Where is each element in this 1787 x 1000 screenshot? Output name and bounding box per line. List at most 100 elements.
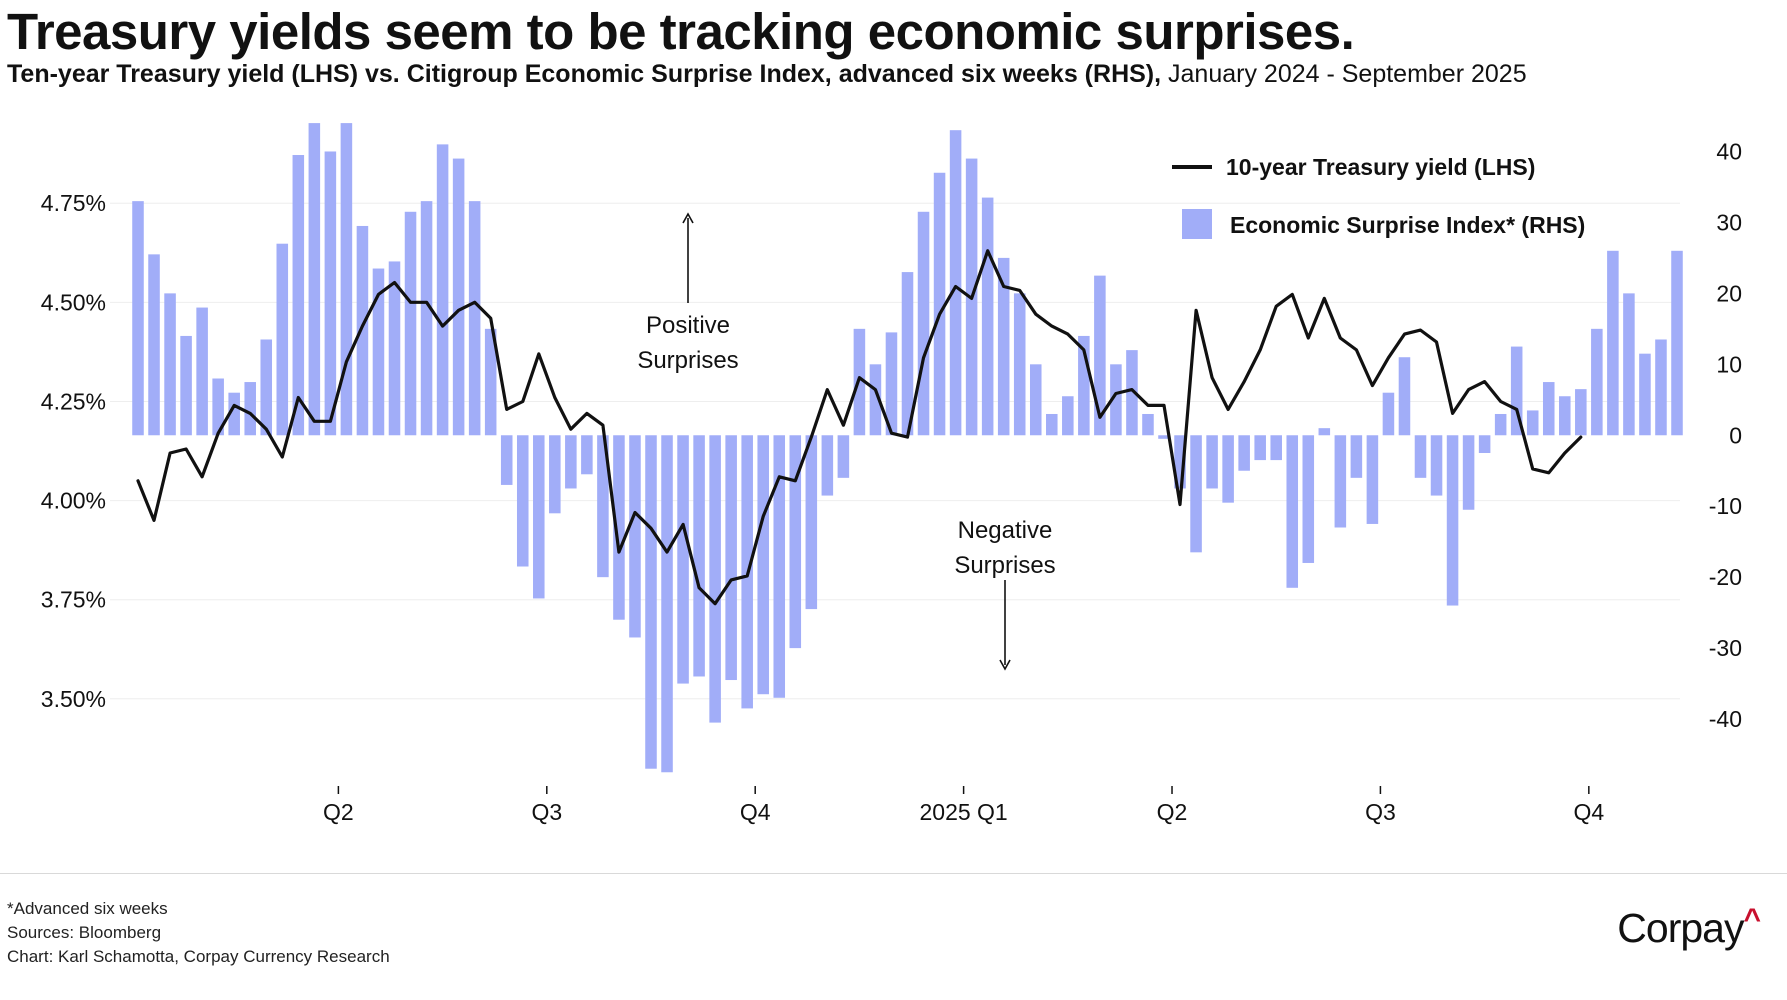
x-axis-ticks: Q2 Q3 Q4 2025 Q1 Q2 Q3 Q4 xyxy=(323,786,1604,825)
surprise-bar xyxy=(1607,250,1619,436)
right-tick-label: 30 xyxy=(1716,209,1742,235)
left-tick-label: 4.50% xyxy=(41,289,106,315)
surprise-bar xyxy=(452,158,465,436)
surprise-bar xyxy=(1382,392,1395,436)
left-tick-label: 3.50% xyxy=(41,686,106,712)
surprise-bar xyxy=(292,155,305,436)
treasury-yield-line xyxy=(136,249,1583,606)
annotation-negative-line2: Surprises xyxy=(954,552,1055,579)
subtitle-date-range: January 2024 - September 2025 xyxy=(1161,60,1527,88)
surprise-bar xyxy=(613,435,625,620)
left-tick-label: 3.75% xyxy=(41,587,106,613)
footer-divider xyxy=(0,873,1787,874)
surprise-bar xyxy=(260,339,273,436)
surprise-bar xyxy=(1414,435,1427,478)
surprise-bar xyxy=(789,435,802,649)
surprise-bar xyxy=(1526,410,1539,436)
left-tick-label: 4.00% xyxy=(41,488,106,514)
right-tick-label: -10 xyxy=(1709,493,1742,519)
surprise-bar xyxy=(516,435,529,567)
surprise-bar xyxy=(901,272,914,436)
surprise-bar xyxy=(933,172,946,436)
left-axis-ticks: 4.75% 4.50% 4.25% 4.00% 3.75% 3.50% xyxy=(41,190,106,712)
arrow-up-head-icon xyxy=(682,212,694,224)
surprise-bar xyxy=(869,364,882,436)
right-tick-label: 40 xyxy=(1716,138,1742,164)
surprise-bar xyxy=(324,151,337,436)
surprise-bar xyxy=(1350,435,1363,478)
left-tick-label: 4.75% xyxy=(41,190,106,216)
surprise-bar xyxy=(1126,350,1138,436)
surprise-bar xyxy=(709,435,721,723)
surprise-bar xyxy=(661,435,673,773)
surprise-bar xyxy=(388,261,401,436)
x-tick-label: Q2 xyxy=(1157,799,1188,825)
annotation-negative-line1: Negative xyxy=(958,517,1053,544)
surprise-bar xyxy=(773,435,786,698)
surprise-bar xyxy=(837,435,850,478)
surprise-bar xyxy=(420,201,433,436)
right-tick-label: -30 xyxy=(1709,635,1742,661)
annotation-positive-line1: Positive xyxy=(646,312,730,339)
legend-label-yield: 10-year Treasury yield (LHS) xyxy=(1226,154,1535,180)
surprise-bar xyxy=(468,201,481,436)
logo-caret-icon: ^ xyxy=(1743,903,1761,936)
right-tick-label: -20 xyxy=(1709,564,1742,590)
surprise-bar xyxy=(1446,435,1459,606)
surprise-bar xyxy=(885,332,898,436)
surprise-bar xyxy=(1206,435,1218,489)
surprise-index-bars xyxy=(132,123,1683,773)
surprise-bar xyxy=(500,435,513,485)
annotation-positive: Positive Surprises xyxy=(637,212,739,374)
logo-text: Corpay xyxy=(1617,905,1744,951)
surprise-bar xyxy=(1254,435,1266,461)
surprise-bar xyxy=(1575,389,1587,436)
x-tick-label: 2025 Q1 xyxy=(919,799,1007,825)
surprise-bar xyxy=(1270,435,1282,461)
surprise-bar xyxy=(372,268,385,436)
surprise-bar xyxy=(180,335,192,436)
surprise-bar xyxy=(1366,435,1379,524)
surprise-bar xyxy=(805,435,818,610)
surprise-bar xyxy=(677,435,689,684)
right-tick-label: -40 xyxy=(1709,706,1742,732)
surprise-bar xyxy=(1591,328,1603,436)
surprise-bar xyxy=(1334,435,1347,528)
surprise-bar xyxy=(212,378,224,436)
surprise-bar xyxy=(404,211,417,436)
surprise-bar xyxy=(436,144,449,436)
surprise-bar xyxy=(533,435,545,599)
surprise-bar xyxy=(1655,339,1667,436)
surprise-bar xyxy=(1222,435,1234,503)
surprise-bar xyxy=(565,435,577,489)
surprise-bar xyxy=(148,254,160,436)
annotation-positive-line2: Surprises xyxy=(637,347,738,374)
surprise-bar xyxy=(356,225,369,436)
surprise-bar xyxy=(340,123,353,436)
surprise-bar xyxy=(1494,413,1507,436)
x-tick-label: Q3 xyxy=(1365,799,1396,825)
left-tick-label: 4.25% xyxy=(41,388,106,414)
surprise-bar xyxy=(1623,293,1635,436)
surprise-bar xyxy=(581,435,593,475)
surprise-bar xyxy=(1462,435,1475,510)
surprise-bar xyxy=(1013,293,1026,436)
annotation-negative: Negative Surprises xyxy=(954,517,1056,671)
surprise-bar xyxy=(164,293,176,436)
surprise-bar xyxy=(1302,435,1315,563)
surprise-bar xyxy=(821,435,834,496)
x-tick-label: Q3 xyxy=(531,799,562,825)
surprise-bar xyxy=(1478,435,1491,453)
footnote-advanced: *Advanced six weeks xyxy=(7,899,168,918)
right-tick-label: 0 xyxy=(1729,422,1742,448)
x-tick-label: Q4 xyxy=(1573,799,1604,825)
surprise-bar xyxy=(1238,435,1250,471)
surprise-bar xyxy=(997,257,1010,436)
surprise-bar xyxy=(1158,435,1170,439)
surprise-bar xyxy=(196,307,208,436)
surprise-bar xyxy=(1542,382,1555,436)
surprise-bar xyxy=(1094,275,1106,436)
subtitle-main: Ten-year Treasury yield (LHS) vs. Citigr… xyxy=(7,60,1162,88)
surprise-bar xyxy=(308,123,321,436)
surprise-bar xyxy=(1110,364,1122,436)
